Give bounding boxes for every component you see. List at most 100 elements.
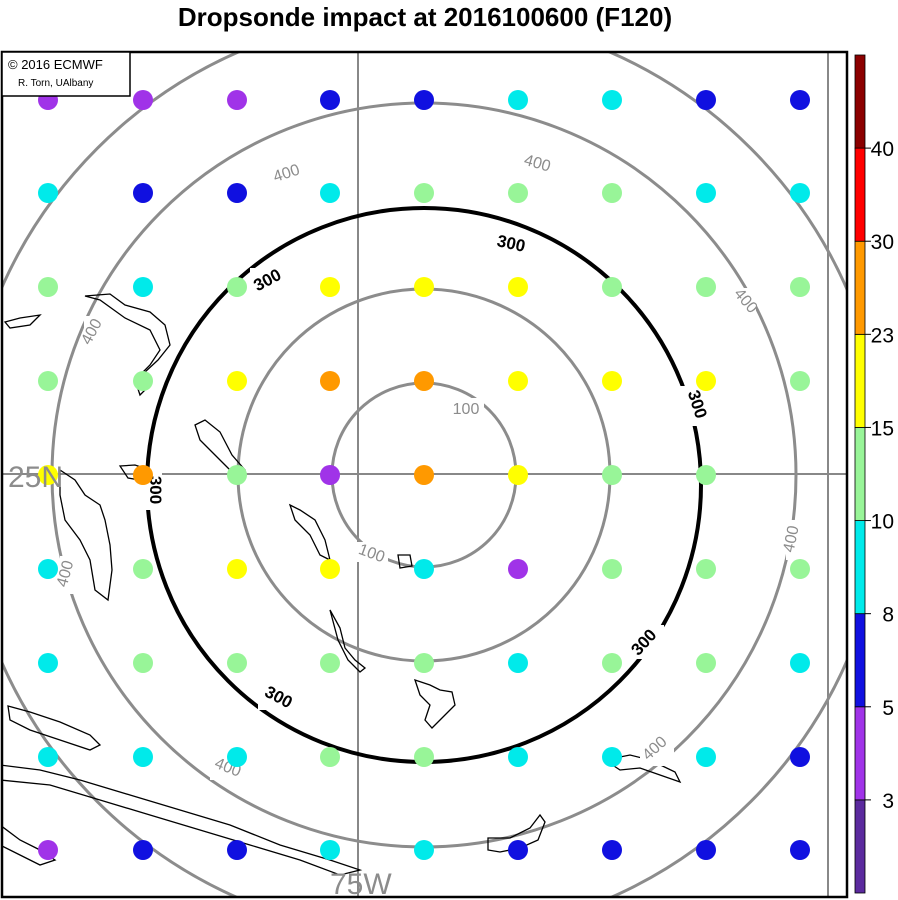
impact-point [414, 559, 434, 579]
impact-point [227, 183, 247, 203]
impact-point [133, 559, 153, 579]
impact-point [508, 465, 528, 485]
impact-point [38, 840, 58, 860]
impact-point [133, 747, 153, 767]
impact-point [133, 90, 153, 110]
impact-point [133, 183, 153, 203]
impact-point [508, 183, 528, 203]
colorbar-tick-label: 10 [871, 511, 894, 534]
impact-point [696, 840, 716, 860]
impact-point [320, 183, 340, 203]
impact-point [790, 559, 810, 579]
impact-point [602, 183, 622, 203]
impact-point [602, 90, 622, 110]
colorbar-segment [854, 706, 866, 801]
impact-point [790, 653, 810, 673]
impact-point [227, 371, 247, 391]
impact-point [414, 465, 434, 485]
impact-point [602, 840, 622, 860]
colorbar-segment [854, 333, 866, 428]
impact-point [320, 840, 340, 860]
coastlines [2, 293, 682, 876]
credit-line-1: © 2016 ECMWF [8, 57, 103, 72]
ring-label-300: 300 [146, 476, 165, 504]
colorbar-segment [854, 54, 866, 149]
impact-point [320, 90, 340, 110]
impact-point [414, 183, 434, 203]
impact-point [696, 653, 716, 673]
impact-point [602, 559, 622, 579]
impact-point [602, 371, 622, 391]
impact-point [508, 653, 528, 673]
impact-point [320, 465, 340, 485]
latitude-label: 25N [8, 461, 63, 494]
impact-point [227, 747, 247, 767]
impact-point [414, 277, 434, 297]
ring-label-masks [60, 150, 806, 780]
impact-point [508, 90, 528, 110]
impact-point [38, 559, 58, 579]
colorbar-tick-label: 30 [871, 231, 894, 254]
impact-point [414, 653, 434, 673]
ring-500 [2, 52, 847, 897]
impact-point [696, 465, 716, 485]
impact-point [414, 840, 434, 860]
impact-point [320, 277, 340, 297]
impact-point [38, 277, 58, 297]
colorbar-tick-label: 40 [871, 138, 894, 161]
impact-point [508, 371, 528, 391]
colorbar-segment [854, 520, 866, 615]
impact-point [227, 840, 247, 860]
impact-point [696, 371, 716, 391]
credit-box: © 2016 ECMWF R. Torn, UAlbany [1, 51, 131, 97]
colorbar-tick-label: 15 [871, 417, 894, 440]
impact-point [696, 277, 716, 297]
ring-label-400: 400 [781, 524, 803, 554]
impact-point [602, 277, 622, 297]
colorbar-tick-label: 23 [871, 324, 894, 347]
impact-point [227, 465, 247, 485]
colorbar-segment [854, 799, 866, 894]
impact-point [133, 653, 153, 673]
impact-point [508, 747, 528, 767]
plot-frame [0, 50, 849, 899]
impact-point [133, 277, 153, 297]
impact-point [696, 90, 716, 110]
impact-point [696, 183, 716, 203]
impact-point [38, 371, 58, 391]
colorbar-segment [854, 147, 866, 242]
impact-point [38, 653, 58, 673]
impact-point [414, 371, 434, 391]
colorbar-segment [854, 427, 866, 521]
impact-point [790, 371, 810, 391]
impact-point [414, 90, 434, 110]
impact-points [38, 90, 810, 860]
impact-point [227, 277, 247, 297]
impact-point [790, 90, 810, 110]
impact-point [508, 840, 528, 860]
impact-point [790, 277, 810, 297]
map-area: 100 100 300 300 300 300 300 300 400 400 … [2, 52, 847, 900]
impact-point [133, 371, 153, 391]
impact-point [320, 559, 340, 579]
impact-point [38, 465, 58, 485]
impact-point [602, 465, 622, 485]
impact-point [414, 747, 434, 767]
colorbar-segment [854, 613, 866, 708]
colorbar-tick-label: 5 [882, 697, 894, 720]
impact-point [696, 559, 716, 579]
impact-point [38, 183, 58, 203]
colorbar: 3 5 8 10 15 23 30 40 [854, 54, 894, 894]
impact-point [696, 747, 716, 767]
longitude-label: 75W [330, 868, 392, 900]
colorbar-tick-label: 3 [882, 790, 894, 813]
impact-point [320, 371, 340, 391]
impact-point [602, 747, 622, 767]
impact-point [227, 653, 247, 673]
impact-point [602, 653, 622, 673]
colorbar-segment [854, 240, 866, 335]
impact-point [227, 559, 247, 579]
impact-point [508, 559, 528, 579]
impact-point [320, 653, 340, 673]
